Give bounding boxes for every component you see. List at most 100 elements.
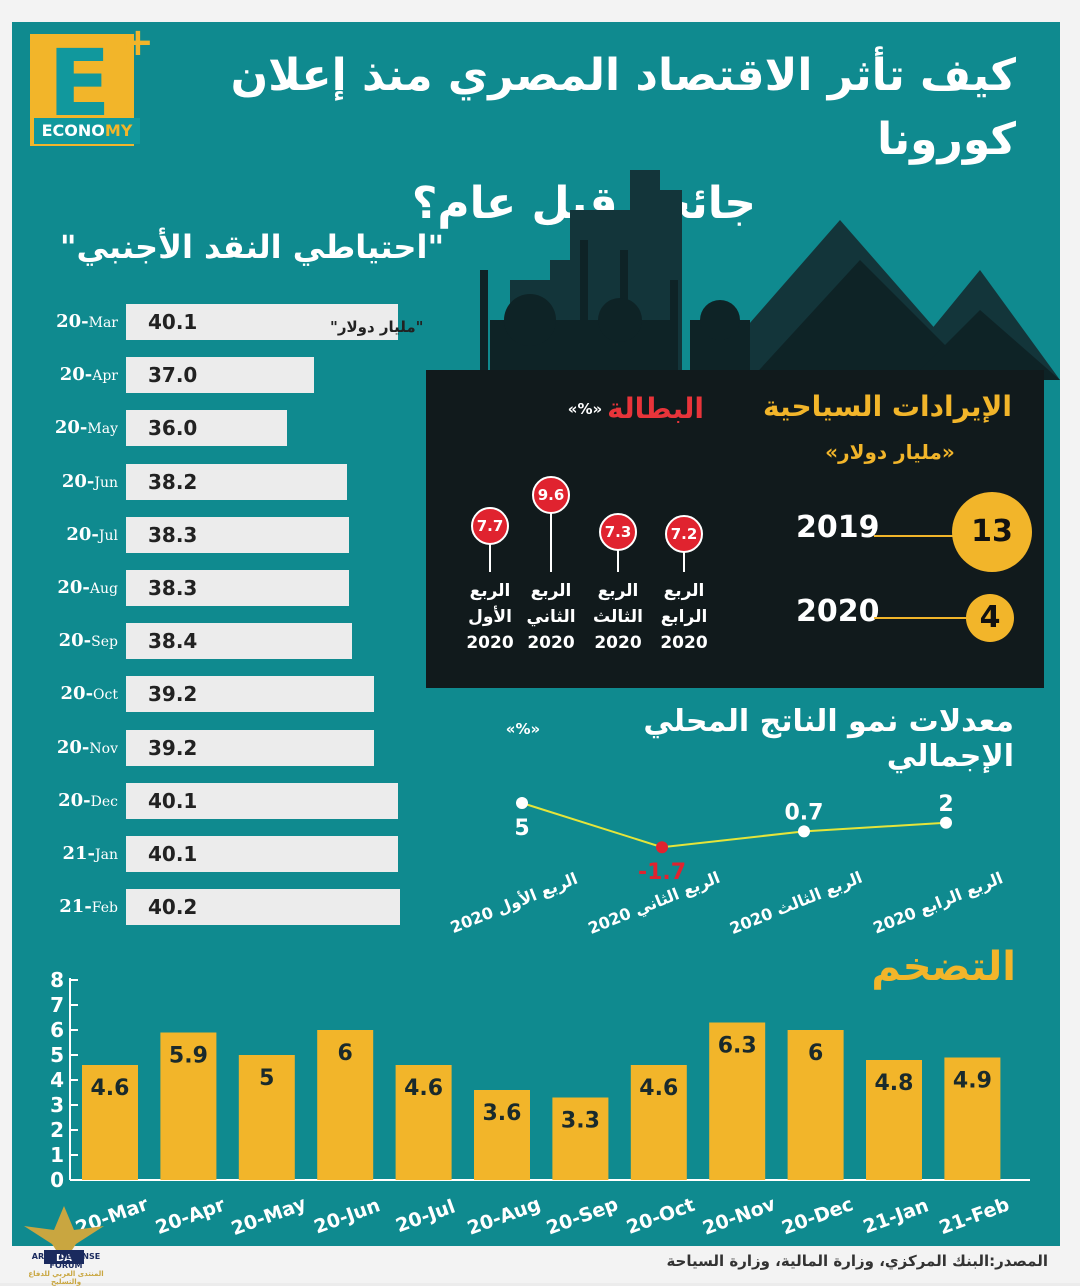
- reserves-date: 20-May: [44, 410, 118, 447]
- reserves-date-year: 21-: [59, 896, 92, 917]
- watermark-arabic: المنتدى العربي للدفاع والتسليح: [28, 1270, 104, 1286]
- inflation-value-label: 5.9: [169, 1044, 208, 1069]
- dark-panel: [426, 370, 1044, 688]
- inflation-bar: [552, 1097, 609, 1180]
- unemployment-pin: 7.7: [471, 507, 509, 545]
- gdp-value-label: 2: [938, 792, 953, 817]
- inflation-y-tick: 7: [50, 993, 64, 1017]
- skyline-illustration: [480, 170, 1060, 380]
- tourism-line-2019: [874, 535, 954, 537]
- reserves-date: 20-Sep: [44, 623, 118, 660]
- forum-watermark-icon: DA: [24, 1206, 104, 1264]
- reserves-date-month: Oct: [93, 687, 118, 703]
- unemployment-quarter-label: الربع الثالث 2020: [583, 578, 653, 656]
- unemployment-pin: 9.6: [532, 476, 570, 514]
- page-title: كيف تأثر الاقتصاد المصري منذ إعلان كورون…: [216, 44, 1016, 236]
- reserves-row: 20-Mar 40.1: [0, 304, 440, 340]
- inflation-y-tick: 2: [50, 1118, 64, 1142]
- reserves-date-year: 20-: [66, 524, 99, 545]
- logo-plus: +: [122, 20, 154, 64]
- unemployment-quarter-line1: الربع: [597, 581, 639, 601]
- inflation-value-label: 6.3: [718, 1034, 757, 1059]
- reserves-bar: [126, 517, 349, 553]
- reserves-row: 21-Jan 40.1: [0, 836, 440, 872]
- gdp-point: [940, 816, 952, 829]
- reserves-date-year: 20-: [60, 683, 94, 704]
- reserves-row: 20-Oct 39.2: [0, 676, 440, 712]
- gdp-point: [798, 825, 810, 838]
- unemployment-quarter-line2: الأول: [468, 607, 512, 627]
- reserves-value: 40.2: [148, 895, 198, 919]
- gdp-value-label: -1.7: [638, 860, 686, 885]
- reserves-title: "احتياطي النقد الأجنبي": [59, 228, 445, 266]
- unemployment-quarter-line1: الربع: [469, 581, 511, 601]
- reserves-date: 20-Mar: [44, 304, 118, 341]
- inflation-bar: [238, 1055, 295, 1180]
- inflation-category-label: 21-Feb: [936, 1194, 1012, 1240]
- reserves-date: 20-Jun: [44, 464, 118, 501]
- inflation-value-label: 6: [338, 1041, 353, 1066]
- inflation-category-label: 20-May: [228, 1193, 309, 1241]
- inflation-bar: [395, 1065, 452, 1180]
- gdp-quarter-label: الربع الأول 2020: [448, 869, 581, 937]
- inflation-bar: [82, 1065, 138, 1180]
- reserves-bar: [126, 889, 400, 925]
- unemployment-pin-stem: [617, 547, 619, 572]
- inflation-bar: [317, 1030, 374, 1180]
- unemployment-quarter-line2: الرابع: [660, 607, 708, 627]
- unemployment-quarter-line1: الربع: [530, 581, 572, 601]
- inflation-bar: [866, 1060, 922, 1180]
- inflation-value-label: 4.8: [875, 1071, 914, 1096]
- gdp-line: [521, 802, 947, 849]
- reserves-value: 40.1: [148, 310, 198, 334]
- reserves-value: 40.1: [148, 842, 198, 866]
- gdp-quarter-label: الربع الرابع 2020: [870, 868, 1005, 937]
- inflation-category-label: 20-Jul: [393, 1196, 458, 1238]
- inflation-title: التضخم: [871, 944, 1016, 990]
- reserves-date: 20-Dec: [44, 783, 118, 820]
- inflation-bar: [160, 1032, 217, 1180]
- reserves-bar: [126, 410, 287, 446]
- gdp-title: معدلات نمو الناتج المحلي الإجمالي: [643, 704, 1014, 774]
- unemployment-quarter-label: الربع الأول 2020: [455, 578, 525, 656]
- gdp-value-label: 5: [514, 816, 529, 841]
- reserves-date-month: Feb: [91, 900, 118, 916]
- reserves-date-year: 20-: [57, 577, 90, 598]
- inflation-value-label: 4.6: [404, 1076, 443, 1101]
- watermark-mark: DA: [56, 1253, 72, 1264]
- inflation-y-tick: 4: [50, 1068, 64, 1092]
- reserves-date: 20-Nov: [44, 730, 118, 767]
- inflation-bar: [709, 1022, 766, 1180]
- inflation-bar: [944, 1057, 1001, 1180]
- reserves-date-month: Sep: [91, 634, 118, 650]
- reserves-date-year: 20-: [56, 311, 89, 332]
- unemployment-title: البطالة: [607, 392, 704, 425]
- inflation-y-tick: 6: [50, 1018, 64, 1042]
- unemployment-pin-stem: [550, 510, 552, 572]
- reserves-bar: [126, 783, 398, 819]
- reserves-date-month: Aug: [89, 581, 118, 597]
- tourism-line-2020: [874, 617, 970, 619]
- unemployment-pin: 7.3: [599, 513, 637, 551]
- inflation-bar: [474, 1090, 530, 1180]
- reserves-date-month: Jun: [94, 475, 118, 491]
- reserves-bar: [126, 570, 349, 606]
- tourism-year-2020: 2020: [796, 594, 880, 629]
- unemployment-quarter-line3: 2020: [594, 633, 642, 653]
- inflation-value-label: 4.9: [953, 1069, 992, 1094]
- inflation-value-label: 3.6: [483, 1101, 522, 1126]
- reserves-value: 37.0: [148, 363, 198, 387]
- reserves-bar: [126, 676, 374, 712]
- logo-word-suffix: MY: [104, 121, 133, 140]
- reserves-date-month: Apr: [92, 368, 118, 384]
- reserves-date-month: Dec: [90, 794, 118, 810]
- reserves-date: 20-Jul: [44, 517, 118, 554]
- reserves-row: 20-Jun 38.2: [0, 464, 440, 500]
- reserves-value: 38.4: [148, 629, 198, 653]
- reserves-date-year: 20-: [56, 737, 90, 758]
- gdp-point: [656, 841, 668, 854]
- unemployment-quarter-line3: 2020: [466, 633, 514, 653]
- reserves-value: 38.3: [148, 523, 198, 547]
- reserves-unit: "مليار دولار": [330, 318, 424, 336]
